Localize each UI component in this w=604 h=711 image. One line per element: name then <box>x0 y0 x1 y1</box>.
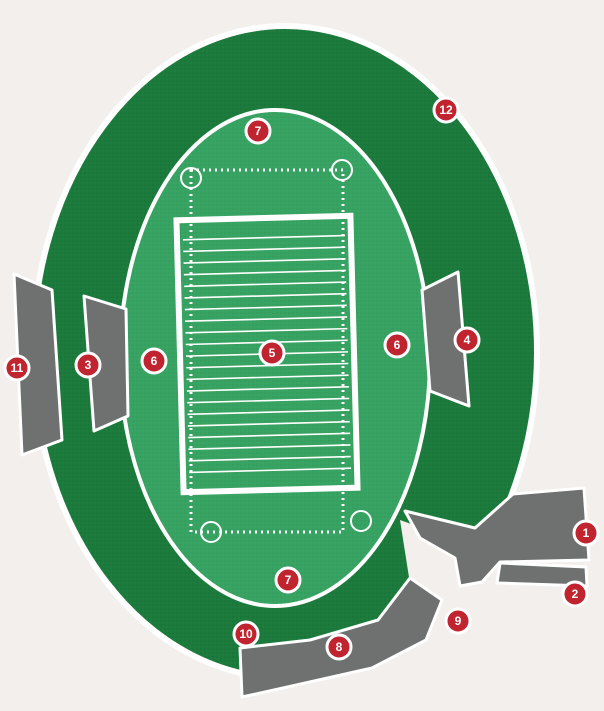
yard-line <box>188 455 351 462</box>
marker-12[interactable]: 12 <box>432 96 460 124</box>
yard-lines <box>182 234 352 474</box>
marker-5[interactable]: 5 <box>258 339 286 367</box>
yard-line <box>184 292 347 299</box>
marker-4-circle <box>453 326 481 354</box>
ring-gap <box>400 520 604 711</box>
section-3 <box>82 294 130 433</box>
marker-1-label: 1 <box>583 526 590 540</box>
yard-line <box>186 374 349 381</box>
markers: 1 2 3 4 5 6 6 7 <box>3 96 600 661</box>
yard-line <box>183 258 346 264</box>
marker-6-left-label: 6 <box>151 354 158 368</box>
dotted-perimeter <box>180 159 372 543</box>
yard-line <box>187 420 350 427</box>
marker-3-circle <box>74 351 102 379</box>
marker-8-circle <box>325 633 353 661</box>
dotted-rect <box>189 168 345 534</box>
marker-4[interactable]: 4 <box>453 326 481 354</box>
corner-circle-bl <box>200 521 222 543</box>
section-4 <box>420 270 471 408</box>
marker-9-label: 9 <box>455 614 462 628</box>
yard-line <box>187 409 350 416</box>
marker-6-right[interactable]: 6 <box>383 331 411 359</box>
marker-7-top-label: 7 <box>255 124 262 138</box>
marker-7-bottom-circle <box>274 566 302 594</box>
marker-4-label: 4 <box>464 333 471 347</box>
marker-2-circle <box>561 580 589 608</box>
marker-12-label: 12 <box>439 103 453 117</box>
corner-circle-tr <box>331 159 353 181</box>
yard-line <box>186 385 349 392</box>
playing-field <box>173 212 361 496</box>
marker-7-top[interactable]: 7 <box>244 117 272 145</box>
yard-line <box>187 397 350 404</box>
marker-10[interactable]: 10 <box>232 620 260 648</box>
marker-11-label: 11 <box>11 361 24 375</box>
field-boundary <box>173 212 361 496</box>
marker-8[interactable]: 8 <box>325 633 353 661</box>
corner-circle-tl <box>180 167 202 189</box>
yard-line <box>185 327 348 334</box>
marker-7-top-circle <box>244 117 272 145</box>
marker-5-label: 5 <box>269 346 276 360</box>
yard-line <box>184 304 347 311</box>
yard-line <box>182 234 345 241</box>
marker-2[interactable]: 2 <box>561 580 589 608</box>
marker-11-circle <box>3 354 31 382</box>
yard-line <box>189 467 352 474</box>
marker-11[interactable]: 11 <box>3 354 31 382</box>
marker-6-right-circle <box>383 331 411 359</box>
yard-line <box>183 246 346 253</box>
section-2 <box>495 561 589 588</box>
marker-8-label: 8 <box>336 640 343 654</box>
marker-9[interactable]: 9 <box>444 607 472 635</box>
marker-10-circle <box>232 620 260 648</box>
yard-line <box>185 316 348 323</box>
yard-line <box>183 269 346 276</box>
marker-12-circle <box>432 96 460 124</box>
yard-line <box>184 281 347 288</box>
corner-circle-br <box>350 510 372 532</box>
marker-6-left-circle <box>140 347 168 375</box>
marker-5-circle <box>258 339 286 367</box>
marker-6-right-label: 6 <box>394 338 401 352</box>
marker-6-left[interactable]: 6 <box>140 347 168 375</box>
yard-line <box>188 444 351 450</box>
marker-3-label: 3 <box>85 358 92 372</box>
marker-7-bottom-label: 7 <box>285 573 292 587</box>
marker-7-bottom[interactable]: 7 <box>274 566 302 594</box>
marker-2-label: 2 <box>572 587 579 601</box>
yard-line <box>188 432 351 439</box>
section-11 <box>12 272 64 457</box>
marker-9-circle <box>444 607 472 635</box>
marker-3[interactable]: 3 <box>74 351 102 379</box>
marker-10-label: 10 <box>239 627 253 641</box>
marker-1[interactable]: 1 <box>572 519 600 547</box>
marker-1-circle <box>572 519 600 547</box>
